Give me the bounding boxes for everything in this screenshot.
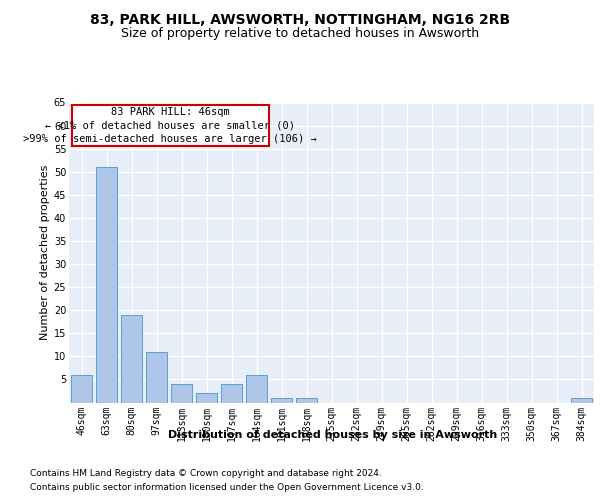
Text: 83 PARK HILL: 46sqm: 83 PARK HILL: 46sqm	[111, 106, 230, 117]
Text: Contains HM Land Registry data © Crown copyright and database right 2024.: Contains HM Land Registry data © Crown c…	[30, 470, 382, 478]
Text: Distribution of detached houses by size in Awsworth: Distribution of detached houses by size …	[169, 430, 497, 440]
Text: ← <1% of detached houses are smaller (0): ← <1% of detached houses are smaller (0)	[45, 120, 295, 130]
Bar	[246, 375, 267, 402]
Y-axis label: Number of detached properties: Number of detached properties	[40, 165, 50, 340]
Bar	[71, 375, 92, 402]
Bar	[121, 315, 142, 402]
Bar	[96, 167, 117, 402]
Bar	[146, 352, 167, 403]
FancyBboxPatch shape	[71, 105, 269, 146]
Text: >99% of semi-detached houses are larger (106) →: >99% of semi-detached houses are larger …	[23, 134, 317, 144]
Text: Contains public sector information licensed under the Open Government Licence v3: Contains public sector information licen…	[30, 483, 424, 492]
Text: Size of property relative to detached houses in Awsworth: Size of property relative to detached ho…	[121, 28, 479, 40]
Text: 83, PARK HILL, AWSWORTH, NOTTINGHAM, NG16 2RB: 83, PARK HILL, AWSWORTH, NOTTINGHAM, NG1…	[90, 12, 510, 26]
Bar	[571, 398, 592, 402]
Bar	[221, 384, 242, 402]
Bar	[196, 394, 217, 402]
Bar	[296, 398, 317, 402]
Bar	[271, 398, 292, 402]
Bar	[171, 384, 192, 402]
